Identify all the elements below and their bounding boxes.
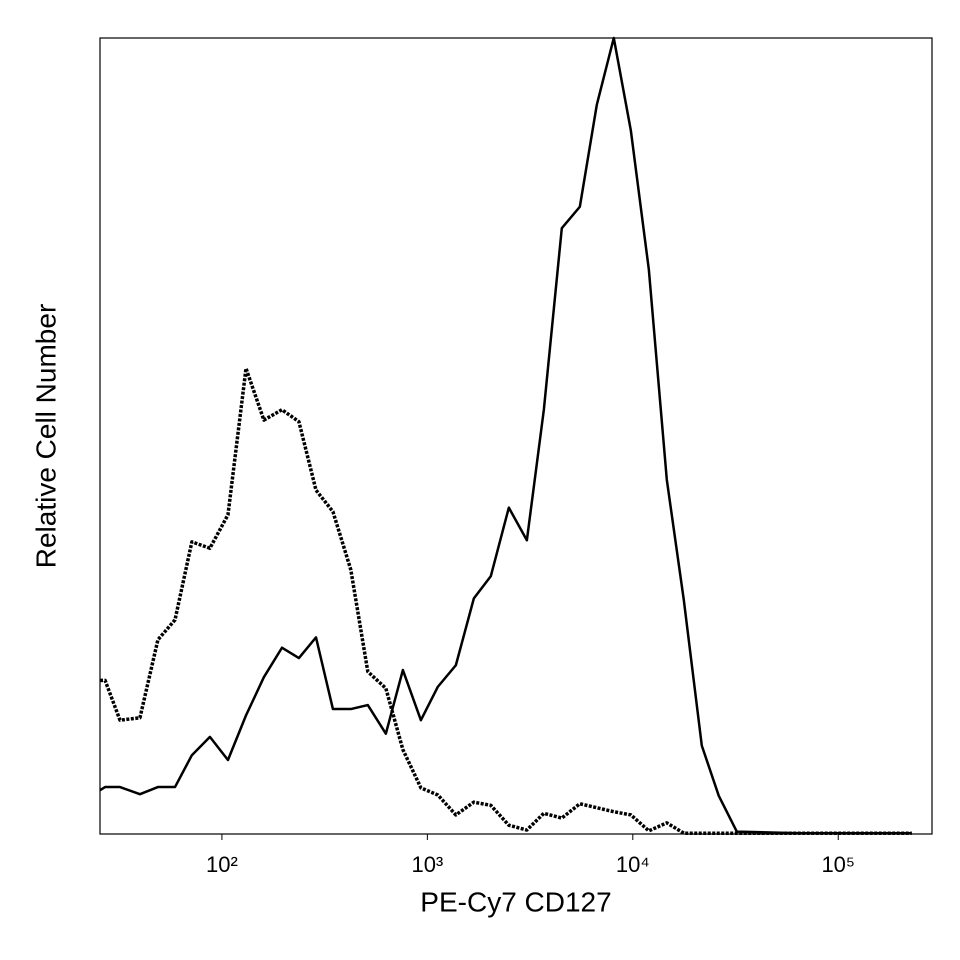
- x-tick-label: 10⁴: [616, 852, 650, 877]
- x-tick-label: 10²: [206, 852, 238, 877]
- x-tick-label: 10⁵: [821, 852, 855, 877]
- histogram-line: [100, 366, 912, 835]
- x-axis-label: PE-Cy7 CD127: [420, 886, 611, 917]
- histogram-line: [99, 36, 912, 835]
- plot-frame: [99, 37, 933, 835]
- x-tick-label: 10³: [411, 852, 443, 877]
- y-axis-label: Relative Cell Number: [30, 304, 61, 569]
